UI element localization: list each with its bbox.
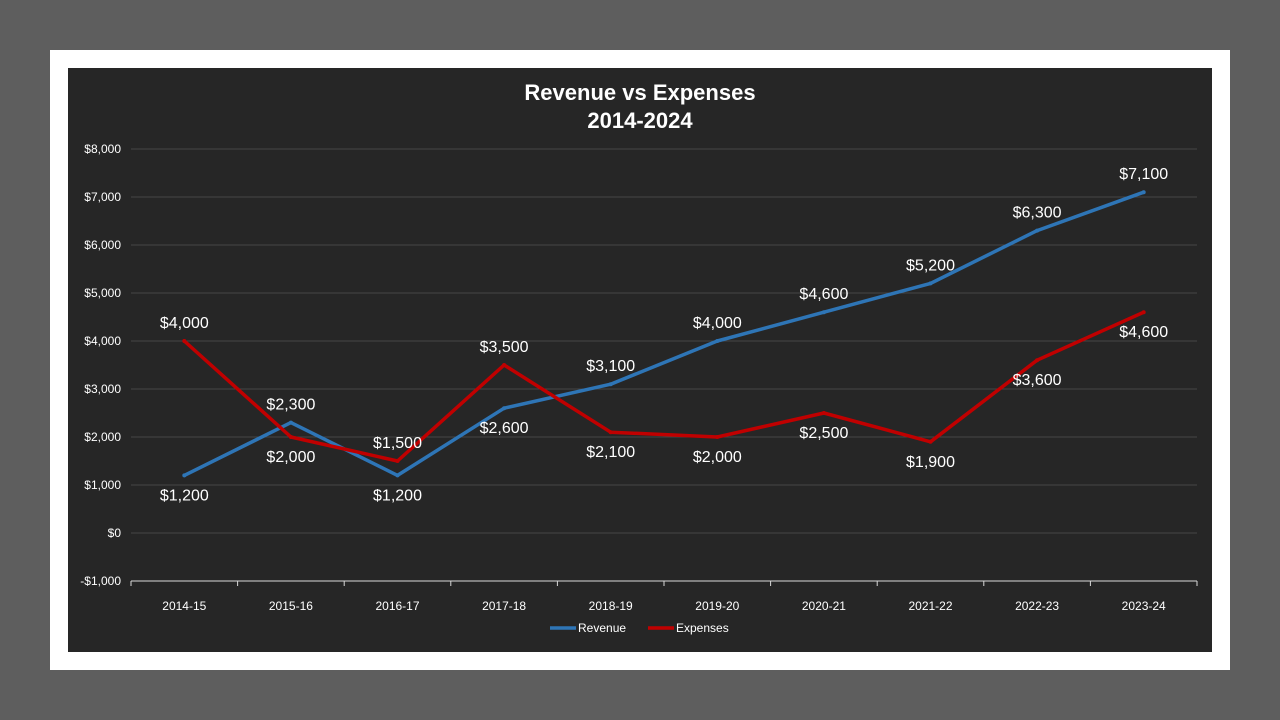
line-chart: Revenue vs Expenses 2014-2024 -$1,000 $0 $… [80, 80, 1198, 635]
data-label-revenue: $1,200 [373, 487, 422, 504]
data-label-expenses: $1,900 [906, 454, 955, 471]
data-label-expenses: $4,600 [1119, 324, 1168, 341]
data-label-expenses: $2,000 [693, 449, 742, 466]
data-point-revenue [928, 281, 933, 286]
data-point-expenses [821, 411, 826, 415]
data-point-expenses [1035, 358, 1040, 363]
data-point-revenue [608, 382, 613, 387]
data-point-revenue [1141, 190, 1146, 195]
x-tick-label: 2020-21 [802, 599, 846, 613]
y-tick-label: $0 [108, 526, 122, 540]
y-tick-label: $7,000 [84, 190, 121, 204]
x-tick-label: 2019-20 [695, 599, 739, 613]
data-label-revenue: $3,100 [586, 358, 635, 375]
y-tick-label: $2,000 [84, 430, 121, 444]
x-tick-label: 2017-18 [482, 599, 526, 613]
y-tick-label: $6,000 [84, 238, 121, 252]
data-point-expenses [182, 339, 187, 343]
data-label-expenses: $4,000 [160, 315, 209, 332]
data-point-revenue [821, 310, 826, 315]
chart-subtitle: 2014-2024 [587, 108, 693, 133]
x-tick-label: 2022-23 [1015, 599, 1059, 613]
data-point-expenses [715, 435, 720, 439]
data-label-revenue: $6,300 [1013, 205, 1062, 222]
chart-area: Revenue vs Expenses 2014-2024 -$1,000 $0 $… [68, 68, 1212, 652]
data-label-expenses: $2,500 [799, 425, 848, 442]
data-point-expenses [288, 435, 293, 439]
data-point-revenue [1035, 228, 1040, 233]
data-label-revenue: $1,200 [160, 487, 209, 504]
data-label-revenue: $4,600 [799, 286, 848, 303]
series-line-expenses [182, 310, 1146, 463]
grid-lines [131, 148, 1197, 534]
data-point-revenue [288, 420, 293, 425]
legend-label-revenue: Revenue [578, 621, 626, 635]
x-tick-label: 2023-24 [1122, 599, 1166, 613]
x-tick-label: 2018-19 [589, 599, 633, 613]
data-point-revenue [502, 406, 507, 411]
data-point-expenses [608, 430, 613, 435]
y-tick-label: -$1,000 [80, 574, 121, 588]
x-tick-label: 2016-17 [375, 599, 419, 613]
legend-label-expenses: Expenses [676, 621, 729, 635]
data-label-expenses: $2,000 [266, 449, 315, 466]
x-tick-label: 2014-15 [162, 599, 206, 613]
data-label-revenue: $4,000 [693, 315, 742, 332]
data-point-expenses [502, 363, 507, 367]
x-tick-label: 2015-16 [269, 599, 313, 613]
y-tick-label: $4,000 [84, 334, 121, 348]
data-label-expenses: $3,600 [1013, 372, 1062, 389]
x-axis: 2014-15 2015-16 2016-17 2017-18 2018-19 2019-… [130, 580, 1198, 613]
data-label-expenses: $3,500 [480, 339, 529, 356]
y-tick-label: $1,000 [84, 478, 121, 492]
y-axis: -$1,000 $0 $1,000 $2,000 $3,000 $4,000 $5,000 $… [80, 142, 121, 588]
legend: Revenue Expenses [550, 621, 729, 635]
data-point-expenses [395, 459, 400, 463]
chart-title: Revenue vs Expenses [524, 80, 755, 105]
data-label-revenue: $2,600 [480, 420, 529, 437]
data-point-revenue [715, 339, 720, 343]
x-tick-label: 2021-22 [908, 599, 952, 613]
data-labels: $1,200 $2,300 $1,200 $2,600 $3,100 $4,000 $4,6… [160, 166, 1168, 504]
series-lines [182, 190, 1146, 478]
data-label-revenue: $7,100 [1119, 166, 1168, 183]
data-point-expenses [1141, 310, 1146, 315]
data-label-revenue: $5,200 [906, 257, 955, 274]
data-label-expenses: $1,500 [373, 435, 422, 452]
data-label-revenue: $2,300 [266, 397, 315, 414]
data-label-expenses: $2,100 [586, 444, 635, 461]
data-point-revenue [395, 473, 400, 478]
y-tick-label: $8,000 [84, 142, 121, 156]
data-point-revenue [182, 473, 187, 478]
data-point-expenses [928, 439, 933, 444]
y-tick-label: $5,000 [84, 286, 121, 300]
chart-frame: Revenue vs Expenses 2014-2024 -$1,000 $0 $… [50, 50, 1230, 670]
y-tick-label: $3,000 [84, 382, 121, 396]
